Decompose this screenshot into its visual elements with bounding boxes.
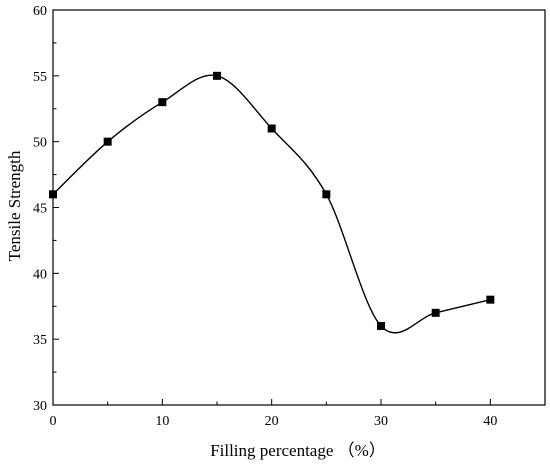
x-tick-label: 30 xyxy=(374,414,388,429)
x-tick-label: 0 xyxy=(50,414,57,429)
y-axis-title: Tensile Strength xyxy=(5,150,24,261)
data-point xyxy=(431,308,440,317)
y-tick-label: 40 xyxy=(33,267,47,282)
y-tick-label: 45 xyxy=(33,202,47,217)
x-tick-label: 20 xyxy=(265,414,279,429)
plot-frame xyxy=(52,9,546,406)
x-tick-label: 10 xyxy=(155,414,169,429)
data-point xyxy=(377,322,385,330)
x-axis-ticks: 0 10 20 30 40 xyxy=(50,399,546,429)
y-axis-ticks: 30 35 40 45 50 55 60 xyxy=(33,4,59,414)
y-tick-label: 35 xyxy=(33,333,47,348)
data-point xyxy=(49,190,57,199)
data-point xyxy=(486,295,495,304)
data-point xyxy=(267,124,276,133)
y-tick-label: 50 xyxy=(33,136,47,151)
y-tick-label: 30 xyxy=(33,399,47,414)
data-markers xyxy=(49,71,495,330)
x-tick-label: 40 xyxy=(483,414,497,429)
data-point xyxy=(322,190,331,199)
x-axis-title: Filling percentage （%） xyxy=(210,441,386,460)
y-tick-label: 60 xyxy=(33,4,47,19)
y-tick-label: 55 xyxy=(33,70,47,85)
data-point xyxy=(158,98,167,107)
plot-border xyxy=(52,9,546,406)
series-line xyxy=(52,74,491,334)
data-point xyxy=(103,137,112,146)
data-point xyxy=(213,71,221,80)
